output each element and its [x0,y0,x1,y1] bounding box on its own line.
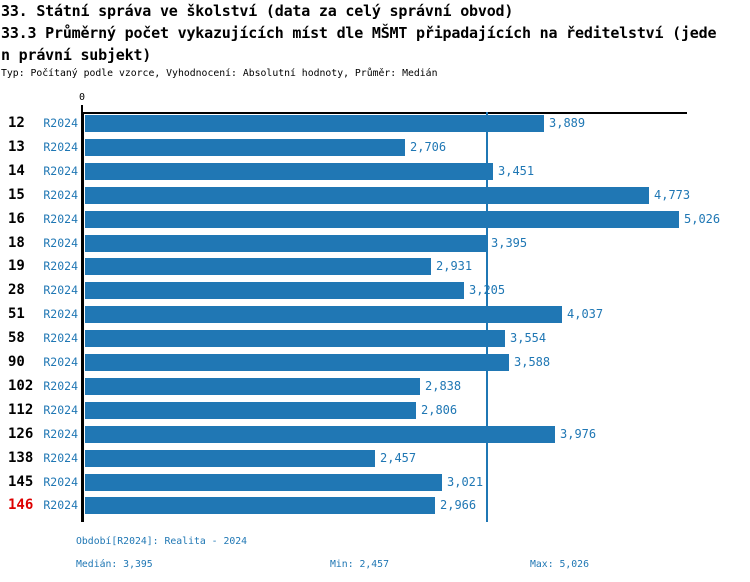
bar-value-label: 2,838 [425,379,462,393]
bar-value-label: 2,457 [380,451,417,465]
category-label: 145 [8,474,34,490]
bar-value-label: 3,554 [510,331,547,345]
series-year-label: R2024 [43,331,78,345]
category-label: 51 [8,306,25,322]
category-label: 90 [8,354,25,370]
bar [85,378,420,395]
bar [85,306,562,323]
series-year-label: R2024 [43,307,78,321]
bar [85,163,493,180]
category-label: 126 [8,426,34,442]
footer-median-label: Medián: 3,395 [76,559,153,570]
bar [85,497,435,514]
series-year-label: R2024 [43,283,78,297]
bar-value-label: 3,451 [498,164,535,178]
chart-meta-line: Typ: Počítaný podle vzorce, Vyhodnocení:… [1,68,438,79]
chart-title-line2: 33.3 Průměrný počet vykazujících míst dl… [1,24,717,42]
category-label: 102 [8,378,34,394]
category-label: 16 [8,211,25,227]
series-year-label: R2024 [43,451,78,465]
category-label: 13 [8,139,25,155]
bar [85,330,505,347]
category-label: 146 [8,497,34,513]
series-year-label: R2024 [43,403,78,417]
bar [85,235,486,252]
bar-value-label: 4,037 [567,307,604,321]
bar-value-label: 5,026 [684,212,721,226]
bar [85,211,679,228]
x-axis-zero-tick-label: 0 [78,92,86,103]
category-label: 12 [8,115,25,131]
category-label: 18 [8,235,25,251]
x-axis-zero-tick-mark [81,105,83,113]
series-year-label: R2024 [43,355,78,369]
series-year-label: R2024 [43,164,78,178]
bar [85,139,405,156]
bar-value-label: 2,706 [410,140,447,154]
bar-value-label: 4,773 [654,188,691,202]
y-axis-line [81,112,84,522]
series-year-label: R2024 [43,259,78,273]
footer-period-label: Období[R2024]: Realita - 2024 [76,536,248,547]
series-year-label: R2024 [43,212,78,226]
category-label: 15 [8,187,25,203]
bar [85,258,431,275]
category-label: 58 [8,330,25,346]
bar [85,426,555,443]
bar [85,187,649,204]
bar-value-label: 3,205 [469,283,506,297]
bar-value-label: 3,588 [514,355,551,369]
bar [85,115,544,132]
bar [85,354,509,371]
category-label: 138 [8,450,34,466]
bar-value-label: 2,931 [436,259,473,273]
bar [85,450,375,467]
chart-title-line3: n právní subjekt) [1,46,152,64]
bar [85,282,464,299]
footer-max-label: Max: 5,026 [530,559,589,570]
series-year-label: R2024 [43,427,78,441]
bar-value-label: 2,806 [421,403,458,417]
bar [85,402,416,419]
bar [85,474,442,491]
series-year-label: R2024 [43,188,78,202]
footer-min-label: Min: 2,457 [330,559,389,570]
bar-value-label: 2,966 [440,498,477,512]
bar-value-label: 3,976 [560,427,597,441]
category-label: 112 [8,402,34,418]
bar-value-label: 3,889 [549,116,586,130]
series-year-label: R2024 [43,475,78,489]
series-year-label: R2024 [43,236,78,250]
series-year-label: R2024 [43,379,78,393]
chart-title-line1: 33. Státní správa ve školství (data za c… [1,2,514,20]
bar-value-label: 3,395 [491,236,528,250]
category-label: 14 [8,163,25,179]
category-label: 19 [8,258,25,274]
bar-value-label: 3,021 [447,475,484,489]
category-label: 28 [8,282,25,298]
x-axis-line [81,112,687,114]
series-year-label: R2024 [43,498,78,512]
series-year-label: R2024 [43,140,78,154]
series-year-label: R2024 [43,116,78,130]
